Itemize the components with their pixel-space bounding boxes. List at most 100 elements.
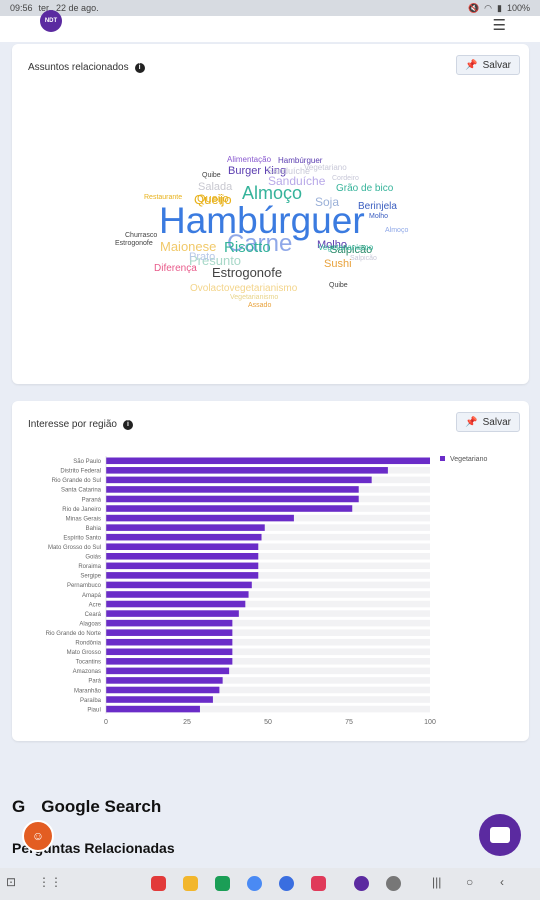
category-label: Maranhão [74,688,102,694]
app-icon-1[interactable] [151,876,166,891]
bar-track [106,667,430,675]
category-label: Rio Grande do Sul [52,478,101,484]
wifi-icon: ◠ [484,2,493,13]
word-cloud-term: Queijo [194,192,232,207]
app-icon-5[interactable] [354,876,369,891]
bar-track [106,696,430,703]
category-label: Minas Gerais [66,516,101,522]
bar [106,495,359,503]
word-cloud-term: Sanduíche [267,166,311,176]
bar-track [106,543,430,550]
category-label: Alagoas [79,621,101,627]
save-label: Salvar [482,59,511,71]
bar [106,696,213,703]
recents-icon[interactable]: ||| [432,875,442,889]
bar-track [106,629,430,636]
save-button[interactable]: 📌 Salvar [456,412,520,432]
category-label: Rondônia [75,641,101,647]
bar [106,543,259,550]
word-cloud-term: Risotto [224,239,271,256]
word-cloud-term: Grão de bico [336,183,394,194]
x-tick-label: 50 [264,719,272,726]
x-tick-label: 100 [424,719,436,726]
bar [106,514,294,522]
app-icon-3[interactable] [215,876,230,891]
category-label: Acre [89,602,102,608]
bar [106,457,430,465]
system-nav-bar: ⊡ ⋮⋮ ||| ○ ‹ [0,868,540,900]
word-cloud-term: Quibe [329,282,348,289]
pin-icon: 📌 [465,59,478,71]
bar [106,629,233,636]
status-bar: 09:56 ter., 22 de ago. 🔇 ◠ ▮ 100% [0,0,540,16]
bar [106,533,262,541]
category-label: Ceará [85,612,102,618]
word-cloud-term: Salpicão [330,244,373,256]
apps-grid-icon[interactable]: ⋮⋮ [38,875,62,889]
bar [106,591,249,598]
x-tick-label: 0 [104,719,108,726]
info-icon[interactable]: i [134,62,145,73]
bar-track [106,619,430,627]
bar-track [106,524,430,531]
info-icon[interactable]: i [122,419,133,430]
category-label: Amazonas [73,669,101,675]
bar [106,658,233,665]
chrome-icon[interactable] [247,876,262,891]
chat-icon [490,827,510,843]
category-label: São Paulo [73,459,101,465]
word-cloud-term: Molho [317,239,347,251]
app-icon-6[interactable] [386,876,401,891]
messages-icon[interactable] [279,876,294,891]
bar [106,686,220,694]
category-label: Sergipe [80,574,101,580]
bar [106,667,230,675]
legend-label: Vegetariano [450,456,487,463]
word-cloud-term: Hambúrguer [278,156,323,165]
related-topics-header: Assuntos relacionados i [28,62,145,73]
google-icon: G [12,797,26,816]
related-topics-title: Assuntos relacionados [28,62,129,73]
word-cloud-term: Maionese [160,239,217,254]
category-label: Rio Grande do Norte [46,631,102,637]
hamburger-menu-icon[interactable]: ☰ [492,17,506,34]
battery-level: 100% [506,3,530,13]
regional-interest-title: Interesse por região [28,419,117,430]
bar [106,486,359,493]
x-tick-label: 75 [345,719,353,726]
word-cloud-term: Alimentação [227,155,272,164]
app-icon-4[interactable] [311,876,326,891]
bar-track [106,705,430,713]
bar [106,553,259,560]
category-label: Bahia [86,526,102,532]
bar-track [106,658,430,665]
word-cloud-term: Presunto [189,253,242,268]
google-search-heading: G Google Search [12,797,161,817]
word-cloud-term: Hambúrguer [159,200,365,241]
category-label: Pernambuco [67,583,102,589]
category-label: Tocantins [76,660,101,666]
word-cloud-term: Almoço [385,227,409,234]
word-cloud-term: Salada [198,181,233,193]
save-button[interactable]: 📌 Salvar [456,55,520,75]
word-cloud: Hambúrguer Carne Almoço Estrogonofe Queijo Bu… [12,44,529,384]
bar-track [106,600,430,608]
home-icon[interactable]: ○ [466,875,474,889]
app-icon-2[interactable] [183,876,198,891]
word-cloud-term: Prato [189,251,216,263]
app-logo[interactable]: NDT [40,10,62,32]
bar-track [106,677,430,684]
accessibility-icon[interactable]: ⊡ [6,875,17,889]
bar [106,705,200,713]
word-cloud-term: Cordeiro [332,175,359,182]
word-cloud-term: Ovolactovegetarianismo [190,283,298,294]
avatar[interactable]: ☺ [22,820,54,852]
regional-interest-header: Interesse por região i [28,419,133,430]
word-cloud-term: Sanduíche [268,174,326,188]
chat-button[interactable] [479,814,521,856]
bar-track [106,591,430,598]
category-label: Amapá [82,593,102,599]
back-icon[interactable]: ‹ [500,875,504,889]
bar [106,610,239,617]
pin-icon: 📌 [465,416,478,428]
